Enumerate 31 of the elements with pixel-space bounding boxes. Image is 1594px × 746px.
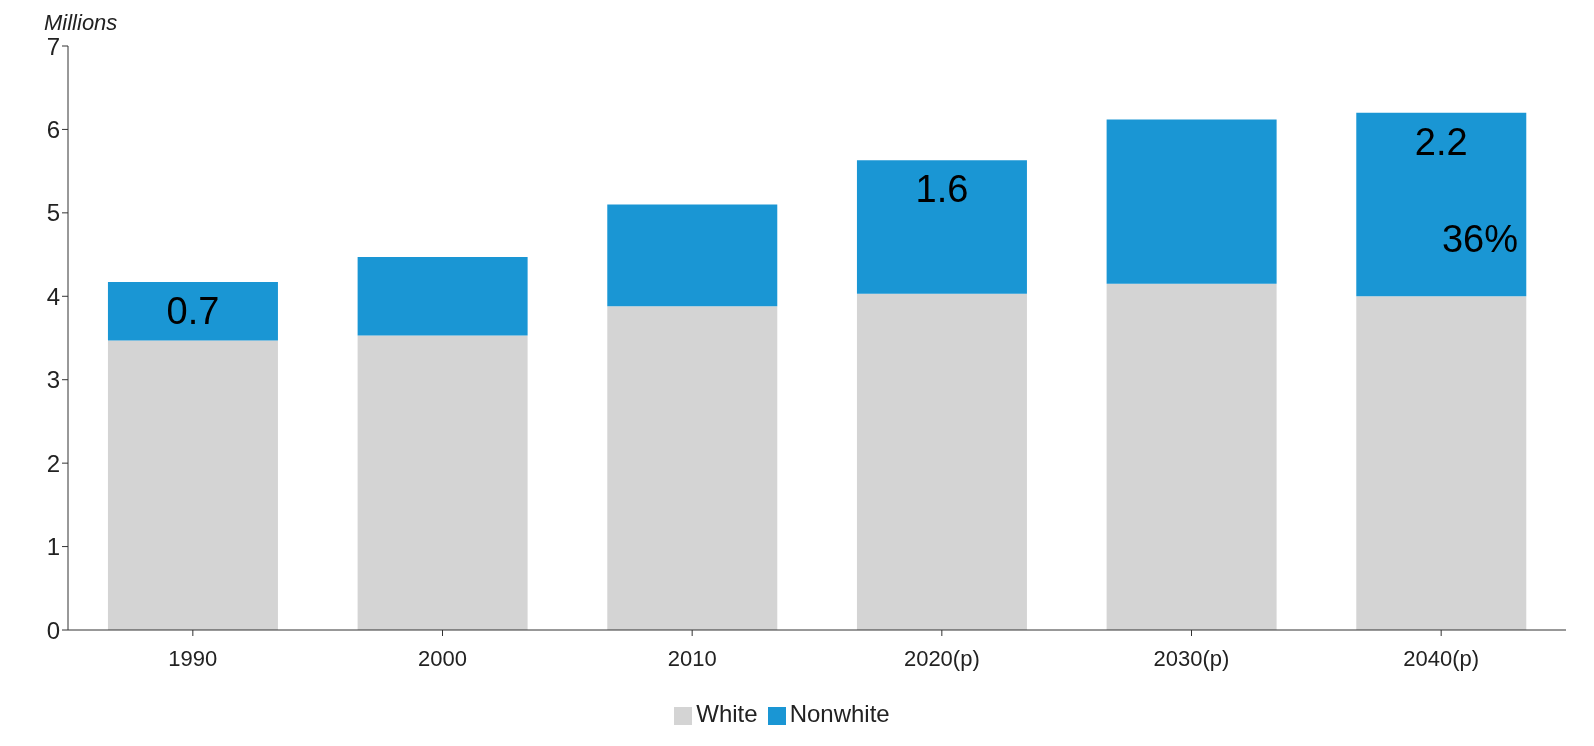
y-tick-label: 3 xyxy=(46,366,60,394)
x-tick-label: 2010 xyxy=(667,645,717,671)
y-tick-label: 6 xyxy=(46,115,60,143)
bar xyxy=(107,340,278,630)
legend-label: White xyxy=(696,700,758,727)
data-label: 1.6 xyxy=(915,168,969,211)
bar xyxy=(357,335,528,630)
y-tick-label: 5 xyxy=(46,199,60,227)
bar xyxy=(1106,119,1277,284)
y-tick-label: 2 xyxy=(46,449,60,477)
data-label: 0.7 xyxy=(166,290,220,333)
x-tick-label: 2020(p) xyxy=(903,645,980,671)
y-tick-label: 0 xyxy=(46,616,60,644)
bar xyxy=(107,282,278,341)
bar xyxy=(1106,283,1277,630)
x-tick-label: 2000 xyxy=(418,645,467,671)
bar xyxy=(607,204,778,307)
y-tick-label: 1 xyxy=(46,533,60,561)
bar xyxy=(357,257,528,336)
bar xyxy=(1356,112,1527,297)
bar xyxy=(856,293,1027,630)
x-tick-label: 2040(p) xyxy=(1403,645,1480,671)
annotation: 36% xyxy=(1441,218,1518,261)
data-label: 2.2 xyxy=(1414,120,1468,163)
bar xyxy=(1356,296,1527,630)
x-tick-label: 1990 xyxy=(168,645,218,671)
x-tick-label: 2030(p) xyxy=(1153,645,1230,671)
y-tick-label: 4 xyxy=(46,282,60,310)
bar xyxy=(607,306,778,630)
bar xyxy=(856,160,1027,294)
legend-label: Nonwhite xyxy=(789,700,890,727)
